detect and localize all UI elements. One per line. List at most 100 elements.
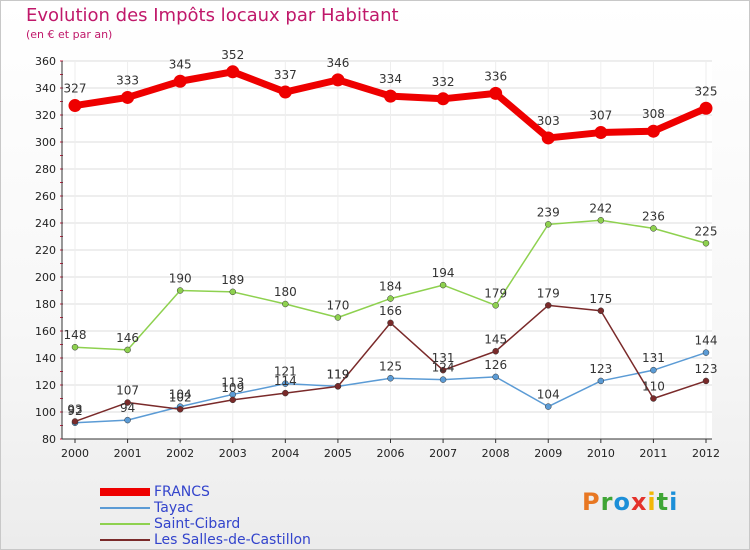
y-tick-label: 180	[35, 298, 56, 311]
x-tick-label: 2008	[482, 447, 510, 460]
data-label-tayac: 94	[120, 401, 135, 415]
data-label-francs: 308	[642, 107, 665, 121]
data-point-francs	[541, 131, 555, 145]
data-label-les-salles-de-castillon: 119	[326, 367, 349, 381]
data-point-les-salles-de-castillon	[439, 366, 447, 374]
y-tick-label: 120	[35, 379, 56, 392]
data-label-tayac: 125	[379, 359, 402, 373]
data-label-les-salles-de-castillon: 107	[116, 384, 139, 398]
data-label-saint-cibard: 180	[274, 285, 297, 299]
data-point-saint-cibard	[439, 281, 447, 289]
data-point-tayac	[387, 375, 394, 382]
x-tick-label: 2003	[219, 447, 247, 460]
data-label-les-salles-de-castillon: 102	[169, 390, 192, 404]
data-label-les-salles-de-castillon: 175	[589, 292, 612, 306]
data-label-francs: 327	[64, 82, 87, 96]
data-label-saint-cibard: 225	[695, 224, 718, 238]
data-label-tayac: 131	[642, 351, 665, 365]
data-label-francs: 334	[379, 72, 402, 86]
data-point-tayac	[702, 349, 710, 356]
y-tick-label: 80	[42, 433, 56, 446]
data-label-tayac: 124	[432, 361, 455, 375]
legend-swatch	[100, 523, 150, 525]
x-tick-label: 2000	[61, 447, 89, 460]
data-label-saint-cibard: 184	[379, 280, 402, 294]
data-label-tayac: 121	[274, 365, 297, 379]
data-label-tayac: 126	[484, 358, 507, 372]
data-label-francs: 352	[221, 48, 244, 62]
legend-item: Saint-Cibard	[100, 516, 240, 532]
legend-label: FRANCS	[154, 484, 210, 500]
data-point-francs	[121, 90, 135, 104]
logo-letter: r	[600, 488, 614, 516]
x-tick-label: 2011	[639, 447, 667, 460]
data-point-francs	[173, 74, 187, 88]
data-label-saint-cibard: 190	[169, 272, 192, 286]
x-tick-label: 2005	[324, 447, 352, 460]
logo-letter: P	[582, 488, 601, 516]
data-point-les-salles-de-castillon	[71, 418, 79, 425]
x-tick-label: 2007	[429, 447, 457, 460]
data-point-francs	[384, 89, 397, 103]
x-tick-label: 2012	[692, 447, 720, 460]
data-point-tayac	[545, 403, 552, 410]
logo-letter: i	[669, 488, 679, 516]
data-point-tayac	[597, 377, 605, 385]
data-label-les-salles-de-castillon: 179	[537, 286, 560, 300]
data-label-les-salles-de-castillon: 110	[642, 380, 665, 394]
data-point-francs	[436, 92, 450, 106]
data-label-tayac: 104	[537, 388, 560, 402]
data-label-saint-cibard: 236	[642, 209, 665, 223]
x-tick-label: 2006	[377, 447, 405, 460]
data-label-tayac: 104	[169, 388, 192, 402]
data-label-francs: 333	[116, 73, 139, 87]
data-point-saint-cibard	[176, 287, 184, 294]
x-tick-label: 2002	[166, 447, 194, 460]
data-point-francs	[489, 86, 503, 100]
data-label-saint-cibard: 239	[537, 205, 560, 219]
y-tick-label: 360	[35, 55, 56, 68]
data-point-saint-cibard	[650, 225, 657, 232]
data-label-les-salles-de-castillon: 93	[67, 402, 82, 416]
data-label-francs: 303	[537, 114, 560, 128]
y-tick-label: 220	[35, 244, 56, 257]
legend-label: Tayac	[154, 500, 194, 516]
data-point-les-salles-de-castillon	[492, 348, 499, 355]
data-point-tayac	[282, 380, 289, 387]
legend-item: Tayac	[100, 500, 193, 516]
data-point-saint-cibard	[387, 295, 394, 302]
data-point-tayac	[650, 366, 657, 374]
chart-subtitle: (en € et par an)	[26, 28, 113, 41]
data-point-saint-cibard	[597, 217, 605, 224]
data-point-saint-cibard	[702, 240, 710, 247]
data-point-saint-cibard	[124, 346, 131, 354]
line-chart: 80 100 120 140 160 180 200 220 240 260 280 300 320 34…	[35, 48, 720, 460]
legend-swatch	[100, 488, 150, 496]
y-tick-label: 340	[35, 82, 56, 95]
legend-item: Les Salles-de-Castillon	[100, 532, 311, 548]
data-label-francs: 336	[484, 69, 507, 83]
data-label-les-salles-de-castillon: 166	[379, 304, 402, 318]
data-label-tayac: 113	[221, 375, 244, 389]
data-point-saint-cibard	[545, 221, 552, 228]
data-label-francs: 346	[326, 56, 349, 70]
x-tick-label: 2001	[114, 447, 142, 460]
y-tick-label: 280	[35, 163, 56, 176]
data-point-tayac	[492, 373, 499, 381]
data-label-saint-cibard: 194	[432, 266, 455, 280]
y-tick-label: 200	[35, 271, 56, 284]
data-point-saint-cibard	[229, 288, 236, 296]
data-label-les-salles-de-castillon: 145	[484, 332, 507, 346]
data-label-saint-cibard: 148	[64, 328, 87, 342]
data-point-tayac	[124, 416, 131, 424]
data-label-saint-cibard: 146	[116, 331, 139, 345]
x-tick-label: 2009	[534, 447, 562, 460]
data-point-les-salles-de-castillon	[176, 406, 184, 413]
data-label-francs: 332	[432, 75, 455, 89]
data-point-les-salles-de-castillon	[545, 302, 552, 309]
data-label-les-salles-de-castillon: 114	[274, 374, 297, 388]
legend-item: FRANCS	[100, 484, 210, 500]
data-label-saint-cibard: 242	[589, 201, 612, 215]
data-label-saint-cibard: 189	[221, 273, 244, 287]
data-point-les-salles-de-castillon	[387, 319, 394, 327]
